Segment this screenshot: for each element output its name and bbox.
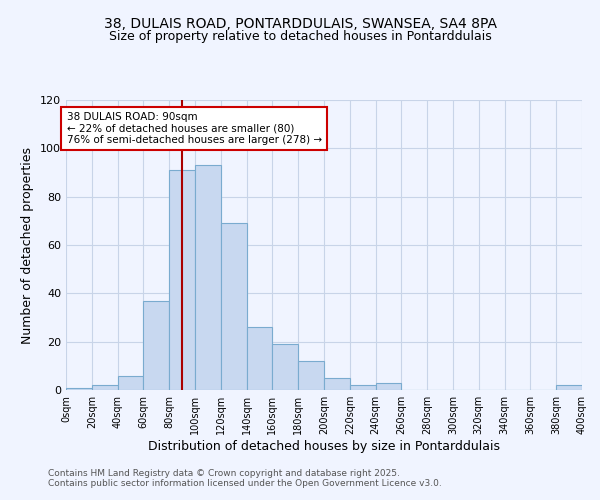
Bar: [556, 385, 582, 390]
X-axis label: Distribution of detached houses by size in Pontarddulais: Distribution of detached houses by size …: [148, 440, 500, 453]
Bar: [298, 361, 324, 390]
Bar: [169, 170, 195, 390]
Text: Size of property relative to detached houses in Pontarddulais: Size of property relative to detached ho…: [109, 30, 491, 43]
Text: 38 DULAIS ROAD: 90sqm
← 22% of detached houses are smaller (80)
76% of semi-deta: 38 DULAIS ROAD: 90sqm ← 22% of detached …: [67, 112, 322, 146]
Bar: [118, 376, 143, 390]
Bar: [247, 327, 272, 390]
Bar: [221, 223, 247, 390]
Bar: [195, 166, 221, 390]
Text: 38, DULAIS ROAD, PONTARDDULAIS, SWANSEA, SA4 8PA: 38, DULAIS ROAD, PONTARDDULAIS, SWANSEA,…: [104, 18, 497, 32]
Y-axis label: Number of detached properties: Number of detached properties: [22, 146, 34, 344]
Bar: [324, 378, 350, 390]
Bar: [66, 388, 92, 390]
Text: Contains public sector information licensed under the Open Government Licence v3: Contains public sector information licen…: [48, 478, 442, 488]
Bar: [376, 383, 401, 390]
Text: Contains HM Land Registry data © Crown copyright and database right 2025.: Contains HM Land Registry data © Crown c…: [48, 468, 400, 477]
Bar: [350, 385, 376, 390]
Bar: [92, 385, 118, 390]
Bar: [143, 300, 169, 390]
Bar: [272, 344, 298, 390]
